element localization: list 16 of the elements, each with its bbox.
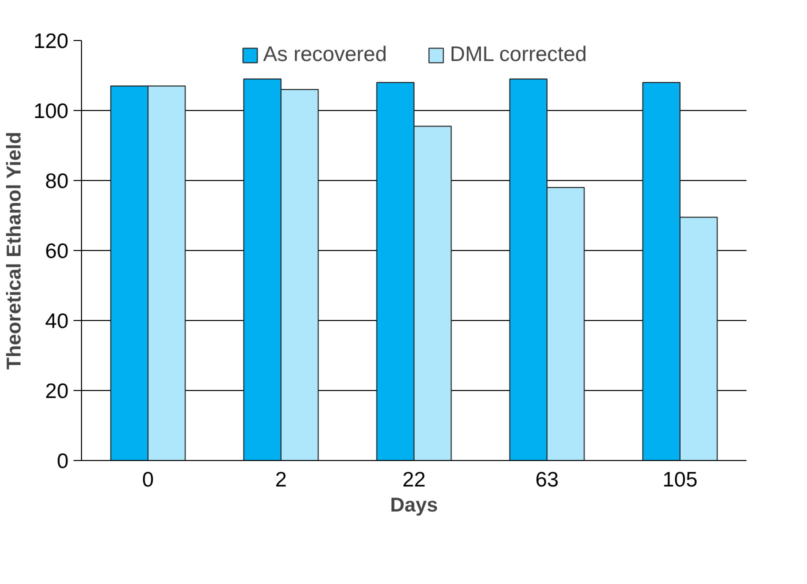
x-tick-label: 2 xyxy=(275,468,287,492)
legend-label: DML corrected xyxy=(450,43,587,67)
x-axis-title: Days xyxy=(390,494,438,516)
y-axis-title: Theoretical Ethanol Yield xyxy=(3,132,26,370)
y-tick-label: 60 xyxy=(45,240,68,263)
legend-label: As recovered xyxy=(263,43,387,67)
y-tick-label: 40 xyxy=(45,310,68,333)
x-tick-label: 63 xyxy=(535,468,559,492)
x-tick-label: 0 xyxy=(142,468,154,492)
x-tick-label: 22 xyxy=(402,468,426,492)
y-tick-label: 80 xyxy=(45,170,68,193)
y-tick-label: 20 xyxy=(45,380,68,403)
x-tick-label: 105 xyxy=(662,468,698,492)
y-tick-label: 120 xyxy=(33,30,69,53)
y-tick-label: 0 xyxy=(56,450,69,473)
y-tick-label: 100 xyxy=(33,100,69,123)
